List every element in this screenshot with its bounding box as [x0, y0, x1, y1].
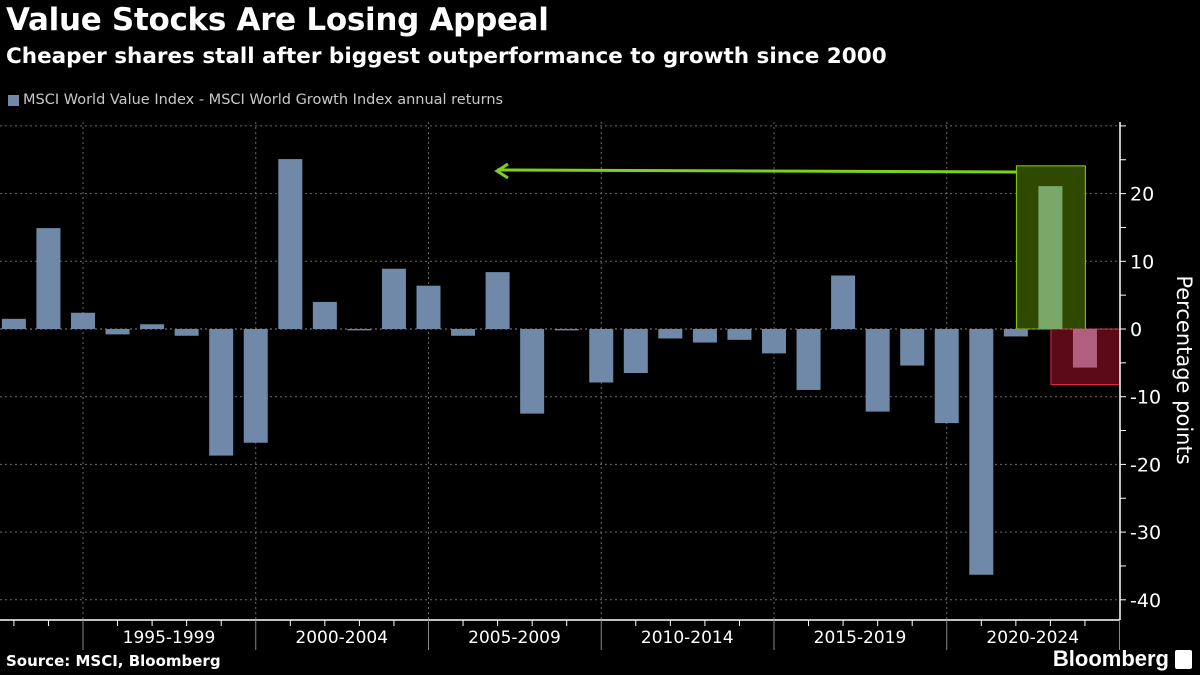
- bar-2015: [796, 329, 821, 390]
- y-tick-label: -20: [1130, 454, 1161, 476]
- bar-1996: [140, 324, 165, 329]
- x-tick-label: 1995-1999: [123, 628, 216, 648]
- bar-2013: [727, 329, 752, 340]
- y-tick-label: 10: [1130, 251, 1154, 273]
- source-note: Source: MSCI, Bloomberg: [6, 652, 221, 670]
- legend: MSCI World Value Index - MSCI World Grow…: [8, 92, 503, 108]
- y-axis-label: Percentage points: [1172, 275, 1196, 464]
- bar-1994: [71, 312, 95, 329]
- y-tick-label: 0: [1130, 319, 1142, 341]
- bar-2014: [762, 329, 786, 354]
- x-tick-label: 2020-2024: [986, 628, 1079, 648]
- y-tick-label: -40: [1130, 590, 1161, 612]
- bar-2004: [416, 285, 441, 329]
- bar-1997: [174, 329, 199, 336]
- legend-label: MSCI World Value Index - MSCI World Grow…: [23, 92, 504, 108]
- bloomberg-chart-icon: [1175, 649, 1192, 669]
- bar-2012: [692, 329, 717, 343]
- x-tick-label: 2005-2009: [468, 628, 561, 648]
- bar-2003: [381, 268, 406, 329]
- bar-2007: [520, 329, 545, 414]
- arrow-head: [494, 162, 509, 180]
- bar-1992: [1, 318, 26, 329]
- chart-title: Value Stocks Are Losing Appeal: [6, 2, 549, 38]
- bar-2000: [278, 159, 303, 329]
- bar-2019: [934, 329, 959, 424]
- bar-1998: [209, 329, 234, 456]
- bar-2020: [969, 329, 994, 575]
- bar-1999: [243, 329, 268, 443]
- legend-swatch: [8, 94, 19, 106]
- bar-2008: [554, 329, 579, 331]
- bar-2005: [451, 329, 476, 336]
- bar-2022: [1038, 186, 1063, 329]
- bar-2002: [347, 329, 372, 331]
- y-tick-label: -30: [1130, 522, 1161, 544]
- bloomberg-logo: Bloomberg: [1053, 646, 1192, 672]
- x-tick-label: 2015-2019: [814, 628, 907, 648]
- y-tick-label: -10: [1130, 387, 1161, 409]
- bar-2006: [485, 272, 510, 329]
- arrow-line: [496, 168, 1017, 174]
- y-tick-label: 20: [1130, 184, 1154, 206]
- bar-1993: [36, 228, 61, 329]
- bar-2010: [623, 329, 648, 374]
- bar-2001: [312, 301, 337, 329]
- chart-subtitle: Cheaper shares stall after biggest outpe…: [6, 44, 887, 69]
- bar-1995: [105, 329, 130, 335]
- bar-2017: [865, 329, 890, 412]
- logo-text: Bloomberg: [1052, 646, 1169, 671]
- bar-2023: [1072, 329, 1097, 368]
- bar-2021: [1003, 329, 1028, 337]
- x-tick-label: 2000-2004: [295, 628, 388, 648]
- bar-2018: [900, 329, 925, 366]
- bar-2016: [831, 275, 856, 329]
- bar-2011: [658, 329, 683, 339]
- x-tick-label: 2010-2014: [641, 628, 734, 648]
- bar-2009: [589, 329, 614, 383]
